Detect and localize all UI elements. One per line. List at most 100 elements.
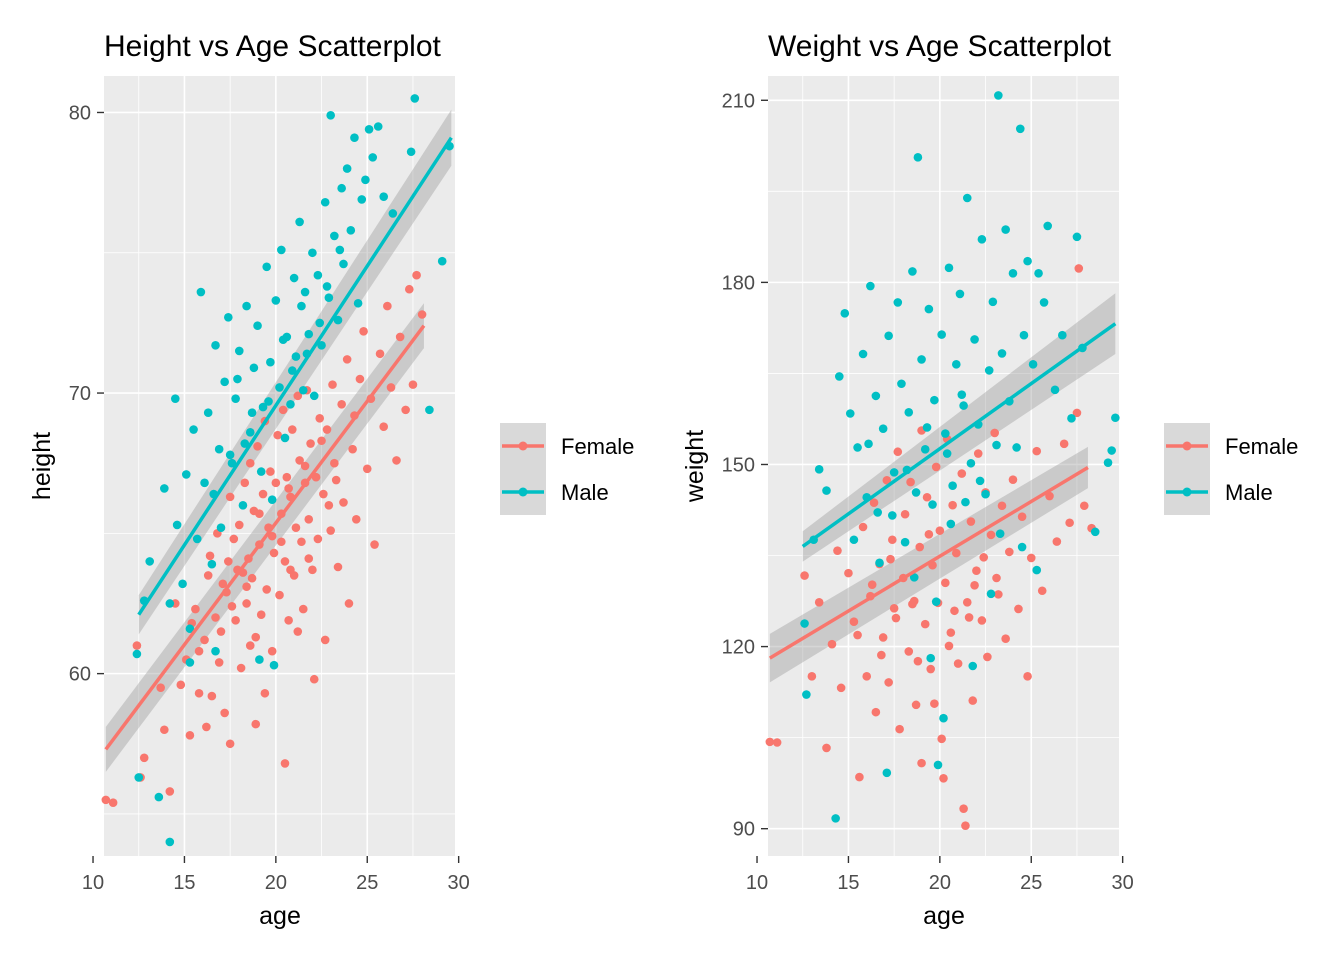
fit-line-female — [768, 466, 1089, 660]
x-tick-label: 30 — [1112, 872, 1134, 894]
data-points — [101, 94, 454, 847]
point-female — [1052, 537, 1062, 546]
legend-key-female-dot — [518, 441, 528, 451]
point-female — [1005, 547, 1014, 557]
point-male — [946, 519, 956, 529]
point-male — [966, 458, 976, 468]
x-axis-title: age — [259, 902, 301, 930]
point-male — [346, 226, 356, 235]
point-female — [216, 627, 226, 636]
point-male — [900, 537, 910, 547]
point-female — [961, 821, 970, 830]
point-female — [370, 540, 379, 549]
point-male — [997, 349, 1007, 358]
point-male — [134, 773, 144, 782]
point-female — [278, 405, 288, 415]
point-female — [185, 731, 195, 740]
point-male — [1103, 458, 1113, 467]
point-female — [176, 680, 186, 690]
y-tick-label: 210 — [722, 90, 755, 112]
point-male — [933, 760, 943, 770]
point-female — [1079, 501, 1089, 511]
legend-left: Female Male — [500, 423, 634, 515]
point-female — [297, 537, 306, 547]
point-male — [256, 467, 266, 476]
point-female — [304, 515, 314, 524]
point-male — [196, 287, 206, 297]
plot-title: Weight vs Age Scatterplot — [768, 30, 1112, 63]
point-female — [990, 428, 999, 438]
point-female — [245, 458, 255, 468]
point-male — [227, 458, 237, 468]
point-male — [181, 470, 191, 479]
point-male — [1072, 232, 1082, 242]
x-tick-label: 20 — [265, 872, 287, 894]
point-male — [889, 468, 899, 477]
x-axis-title: age — [923, 902, 965, 930]
point-female — [282, 472, 292, 482]
point-male — [994, 91, 1003, 100]
point-female — [284, 616, 293, 625]
point-female — [383, 301, 392, 311]
point-female — [234, 520, 244, 530]
point-female — [280, 557, 290, 566]
point-male — [878, 424, 888, 433]
point-female — [417, 310, 427, 319]
point-female — [917, 758, 926, 768]
point-male — [264, 397, 273, 406]
point-female — [930, 699, 939, 708]
point-female — [200, 635, 209, 645]
point-female — [362, 464, 372, 474]
point-male — [853, 443, 862, 452]
point-male — [897, 379, 906, 389]
point-female — [205, 551, 215, 561]
point-female — [959, 804, 968, 813]
point-female — [926, 664, 936, 674]
point-female — [298, 604, 308, 614]
point-male — [214, 444, 224, 454]
point-female — [404, 284, 414, 294]
point-female — [1026, 553, 1036, 563]
point-male — [287, 366, 297, 375]
point-male — [1012, 443, 1021, 452]
point-female — [895, 724, 904, 734]
point-male — [944, 263, 954, 273]
point-male — [231, 394, 240, 403]
point-female — [977, 616, 987, 625]
point-female — [951, 548, 961, 558]
point-female — [935, 526, 945, 535]
point-male — [858, 349, 868, 359]
point-female — [772, 738, 782, 747]
y-tick-label: 120 — [722, 637, 755, 659]
point-male — [1008, 268, 1018, 278]
point-male — [970, 335, 979, 344]
point-male — [968, 661, 978, 671]
point-female — [1001, 634, 1010, 643]
x-tick-label: 15 — [837, 872, 859, 894]
fit-line-male — [137, 136, 453, 616]
point-male — [275, 383, 284, 392]
point-male — [300, 287, 310, 297]
point-male — [304, 329, 314, 339]
point-male — [913, 153, 923, 162]
point-male — [961, 497, 970, 507]
point-female — [986, 530, 996, 540]
point-female — [953, 659, 963, 668]
point-male — [308, 248, 317, 258]
point-male — [942, 449, 952, 458]
point-male — [924, 304, 934, 314]
point-male — [410, 94, 420, 103]
height-age-plot: Height vs Age Scatterplot 10 15 20 25 30 60 70… — [28, 30, 470, 930]
point-male — [1043, 221, 1053, 231]
point-female — [293, 391, 303, 401]
point-male — [1019, 330, 1029, 340]
fit-line-female — [104, 324, 426, 751]
point-male — [984, 366, 994, 375]
point-female — [877, 650, 886, 660]
point-male — [269, 660, 279, 670]
point-female — [275, 590, 284, 600]
y-axis-title: weight — [681, 430, 709, 503]
point-female — [1023, 672, 1032, 681]
point-male — [211, 646, 220, 656]
point-male — [240, 439, 250, 448]
